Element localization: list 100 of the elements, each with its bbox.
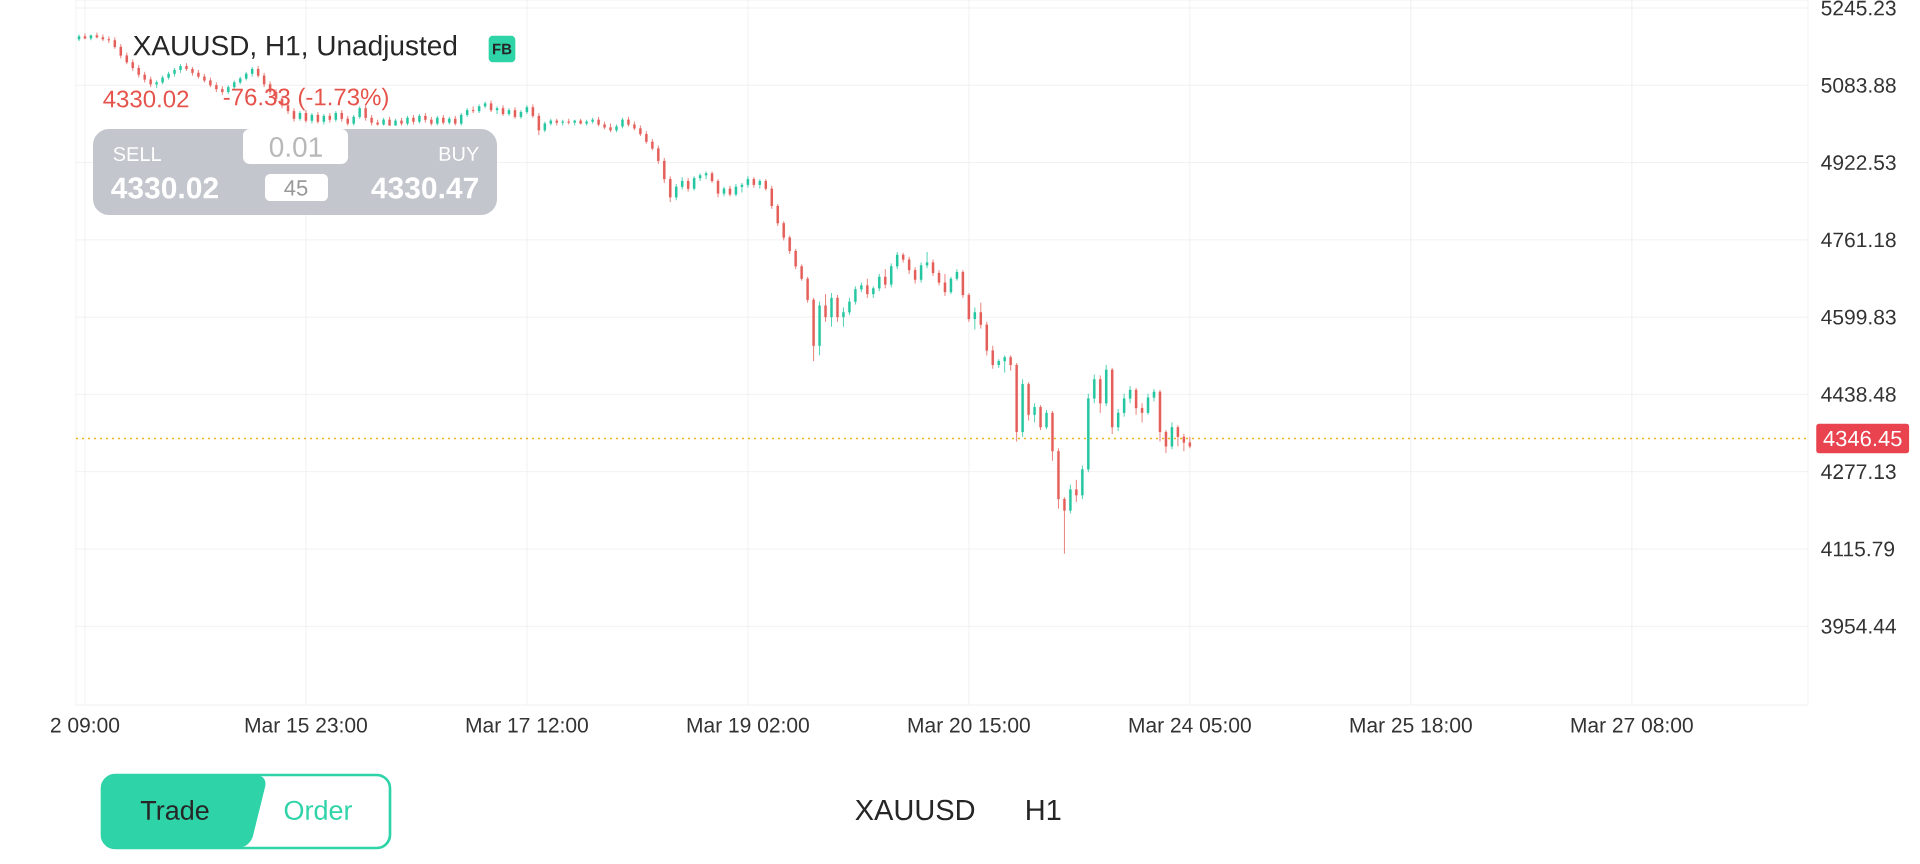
candlestick	[627, 116, 630, 127]
candlestick	[406, 115, 409, 126]
y-tick-label: 4438.48	[1821, 386, 1896, 402]
y-tick-label: 5083.88	[1821, 77, 1896, 93]
candlestick	[471, 105, 475, 114]
candlestick	[418, 113, 421, 124]
y-tick-label: 4277.13	[1821, 464, 1896, 480]
candlestick	[561, 119, 565, 126]
y-tick-label: 4922.53	[1821, 155, 1896, 171]
candlestick	[734, 183, 738, 197]
ref-line-label: 4346.45	[1823, 430, 1902, 447]
candlestick	[770, 185, 774, 210]
candlestick	[758, 178, 762, 190]
x-tick-label: Mar 17 12:00	[466, 717, 588, 733]
candlestick	[1075, 479, 1078, 503]
candlestick	[238, 76, 242, 85]
candlestick	[615, 124, 618, 133]
text: H1	[1027, 800, 1061, 820]
candlestick	[95, 32, 99, 39]
candlestick	[997, 358, 1000, 369]
text: XAUUSD, H1, Unadjusted	[133, 34, 457, 62]
candlestick	[376, 119, 379, 126]
candlestick	[197, 69, 200, 79]
candlestick	[866, 278, 869, 299]
text: Trade	[140, 800, 209, 820]
candlestick	[883, 268, 887, 289]
candlestick	[77, 34, 81, 42]
candlestick	[1063, 496, 1066, 555]
candlestick	[1128, 385, 1132, 404]
candlestick	[173, 67, 176, 78]
candlestick	[304, 109, 308, 124]
candlestick	[585, 119, 588, 126]
candlestick	[609, 123, 612, 133]
candlestick	[860, 282, 863, 293]
candlestick	[698, 172, 702, 182]
candlestick	[686, 177, 690, 192]
candlestick	[388, 116, 391, 126]
candlestick	[185, 62, 188, 72]
candlestick	[603, 121, 606, 130]
candlestick	[149, 76, 152, 88]
candlestick	[203, 73, 206, 83]
candlestick	[519, 109, 523, 120]
candlestick	[101, 34, 105, 42]
annotation: BUY	[439, 147, 479, 161]
candlestick	[1104, 364, 1108, 407]
candlestick	[728, 185, 732, 197]
candlestick	[1033, 402, 1036, 423]
candlestick	[674, 183, 678, 201]
candlestick	[710, 171, 714, 184]
candlestick	[244, 71, 248, 81]
candlestick	[448, 116, 451, 125]
annotation: SELL	[113, 146, 161, 162]
candlestick	[531, 104, 535, 119]
candlestick	[179, 63, 182, 74]
candlestick	[895, 251, 899, 270]
candlestick	[161, 75, 164, 85]
candlestick	[782, 220, 785, 241]
candlestick	[256, 65, 260, 78]
candlestick	[495, 105, 499, 115]
x-tick-label: Mar 27 08:00	[1571, 717, 1693, 733]
candlestick	[645, 130, 648, 145]
candlestick	[991, 345, 995, 370]
x-tick-label: Mar 20 15:00	[908, 717, 1030, 733]
candlestick	[334, 110, 338, 123]
candlestick	[1188, 436, 1192, 449]
candlestick	[262, 72, 266, 88]
candlestick	[704, 171, 708, 180]
candlestick	[119, 43, 123, 59]
candlestick	[394, 118, 397, 126]
candlestick	[1009, 354, 1012, 372]
candlestick	[1081, 465, 1084, 500]
candlestick	[322, 113, 326, 125]
candlestick	[525, 104, 529, 115]
candlestick	[937, 269, 941, 286]
y-tick-label: 4115.79	[1821, 541, 1895, 557]
candlestick	[430, 116, 433, 126]
y-tick-label: 4761.18	[1821, 232, 1896, 248]
candlestick	[507, 107, 511, 117]
candlestick	[633, 121, 636, 131]
candlestick	[298, 110, 302, 122]
candlestick	[788, 235, 791, 255]
x-tick-label: Mar 19 02:00	[687, 717, 809, 733]
candlestick	[436, 115, 439, 126]
candlestick	[137, 64, 140, 78]
candlestick	[901, 252, 905, 263]
candlestick	[555, 118, 559, 126]
candlestick	[1152, 388, 1156, 402]
annotation: FB	[493, 43, 512, 55]
y-tick-label: 5245.23	[1821, 0, 1896, 16]
candlestick	[925, 251, 929, 269]
candlestick	[328, 112, 332, 124]
candlestick	[567, 118, 570, 125]
candlestick	[221, 85, 224, 96]
candlestick	[346, 115, 350, 126]
candlestick	[764, 178, 768, 192]
candlestick	[131, 58, 134, 72]
candlestick	[824, 293, 827, 323]
candlestick	[1087, 393, 1090, 473]
text: Order	[284, 800, 353, 820]
candlestick	[370, 114, 373, 126]
